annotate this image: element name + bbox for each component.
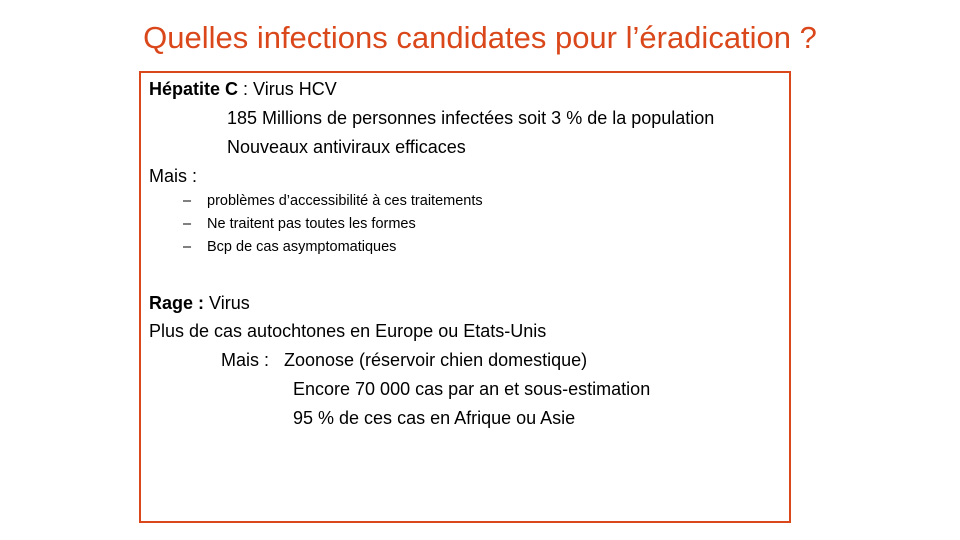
rage-line-autochtones: Plus de cas autochtones en Europe ou Eta…: [149, 321, 547, 341]
hepatite-bullet: – Bcp de cas asymptomatiques: [183, 238, 396, 256]
hepatite-line-infected: 185 Millions de personnes infectées soit…: [227, 108, 715, 128]
bullet-text: Ne traitent pas toutes les formes: [207, 216, 416, 232]
rage-heading-bold: Rage :: [149, 293, 205, 313]
slide-title: Quelles infections candidates pour l’éra…: [143, 20, 817, 55]
hepatite-heading-rest: : Virus HCV: [238, 79, 337, 99]
rage-mais-line: Mais : Zoonose (réservoir chien domestiq…: [221, 350, 588, 370]
hepatite-bullet: – problèmes d’accessibilité à ces traitem…: [183, 192, 483, 210]
hepatite-mais-label: Mais :: [149, 166, 198, 186]
bullet-dash: –: [183, 239, 192, 255]
hepatite-heading-bold: Hépatite C: [149, 79, 239, 99]
hepatite-bullet: – Ne traitent pas toutes les formes: [183, 215, 416, 233]
rage-line-cases: Encore 70 000 cas par an et sous-estimat…: [293, 379, 651, 399]
hepatite-heading: Hépatite C : Virus HCV: [149, 78, 337, 100]
content-box: Hépatite C : Virus HCV 185 Millions de p…: [139, 71, 791, 523]
bullet-dash: –: [183, 193, 192, 209]
hepatite-line-antivirals: Nouveaux antiviraux efficaces: [227, 137, 466, 157]
bullet-dash: –: [183, 216, 192, 232]
rage-heading: Rage : Virus: [149, 292, 250, 314]
rage-heading-rest: Virus: [204, 293, 250, 313]
bullet-text: Bcp de cas asymptomatiques: [207, 239, 397, 255]
rage-line-africa-asia: 95 % de ces cas en Afrique ou Asie: [293, 408, 576, 428]
bullet-text: problèmes d’accessibilité à ces traiteme…: [207, 193, 483, 209]
